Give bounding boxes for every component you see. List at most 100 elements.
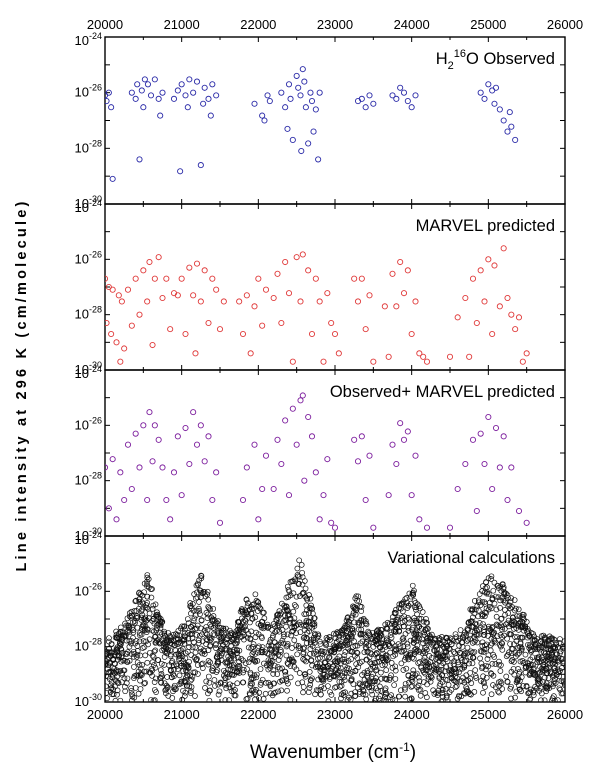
data-point (143, 668, 150, 675)
data-point (552, 661, 559, 667)
data-point (461, 632, 467, 638)
y-tick-label-base: 10 (75, 200, 89, 215)
data-point (281, 631, 287, 638)
data-point (226, 656, 233, 663)
data-point (252, 650, 259, 657)
data-point (463, 677, 470, 684)
data-point (191, 654, 198, 661)
data-point (519, 624, 526, 631)
data-point (136, 589, 143, 596)
data-point (276, 622, 283, 629)
data-point (299, 392, 306, 399)
data-point (358, 95, 365, 102)
data-point (212, 642, 219, 648)
data-point (412, 92, 419, 99)
data-point (351, 275, 358, 282)
data-point (137, 686, 144, 692)
data-point (439, 672, 446, 678)
data-point (184, 616, 191, 622)
data-point (315, 633, 322, 639)
data-point (249, 643, 256, 650)
data-point (392, 676, 399, 682)
data-point (438, 662, 445, 669)
data-point (445, 667, 452, 674)
data-point (197, 587, 204, 594)
data-point (124, 658, 130, 665)
y-tick-label-base: 10 (75, 85, 89, 100)
data-point (507, 631, 514, 638)
data-point (452, 631, 459, 638)
data-point (315, 156, 322, 163)
data-point (538, 690, 545, 697)
data-point (495, 688, 502, 695)
data-point (192, 350, 199, 357)
data-point (301, 477, 308, 484)
data-point (449, 667, 456, 674)
data-point (545, 641, 552, 647)
data-point (289, 358, 296, 365)
data-point (233, 646, 240, 653)
data-point (334, 656, 341, 662)
data-point (383, 637, 390, 644)
data-point (377, 630, 384, 637)
data-point (113, 668, 119, 675)
data-point (512, 634, 518, 640)
data-point (201, 267, 208, 274)
data-point (431, 647, 437, 654)
data-point (505, 651, 511, 658)
data-point (206, 634, 213, 641)
title-sub: 2 (448, 60, 454, 72)
data-point (249, 680, 255, 687)
data-point (373, 675, 379, 681)
data-point (144, 578, 150, 585)
data-point (295, 581, 302, 587)
data-point (233, 640, 240, 647)
data-point (380, 650, 386, 657)
data-point (309, 624, 316, 631)
data-point (118, 653, 125, 659)
data-point (362, 326, 369, 333)
data-point (157, 618, 164, 624)
data-point (512, 653, 519, 660)
data-point (228, 651, 235, 657)
data-point (252, 614, 259, 621)
data-point (106, 660, 113, 667)
data-point (526, 672, 533, 678)
data-point (210, 625, 217, 631)
data-point (423, 358, 431, 365)
data-point (502, 599, 508, 606)
data-point (439, 656, 446, 663)
data-point (549, 697, 555, 702)
data-point (408, 695, 415, 702)
data-point (237, 608, 244, 615)
data-point (305, 140, 312, 147)
data-point (487, 642, 494, 649)
data-point (393, 303, 400, 310)
data-point (475, 597, 482, 604)
data-point (560, 690, 565, 697)
data-point (279, 600, 285, 607)
data-point (504, 496, 511, 504)
data-point (342, 649, 349, 655)
data-point (300, 689, 306, 696)
data-point (203, 609, 210, 616)
data-point (128, 687, 135, 694)
data-point (257, 682, 264, 688)
data-point (162, 632, 168, 639)
data-point (349, 649, 356, 655)
data-point (515, 623, 522, 629)
data-point (121, 345, 128, 352)
data-point (321, 671, 328, 678)
data-point (400, 634, 407, 641)
data-point (201, 651, 208, 657)
data-point (260, 696, 267, 702)
data-point (168, 634, 174, 641)
data-point (439, 694, 446, 700)
data-point (481, 646, 488, 653)
data-point (408, 683, 415, 690)
data-point (422, 690, 429, 696)
data-point (222, 680, 228, 686)
data-point (414, 611, 420, 618)
data-point (396, 627, 403, 634)
data-point (430, 662, 437, 669)
